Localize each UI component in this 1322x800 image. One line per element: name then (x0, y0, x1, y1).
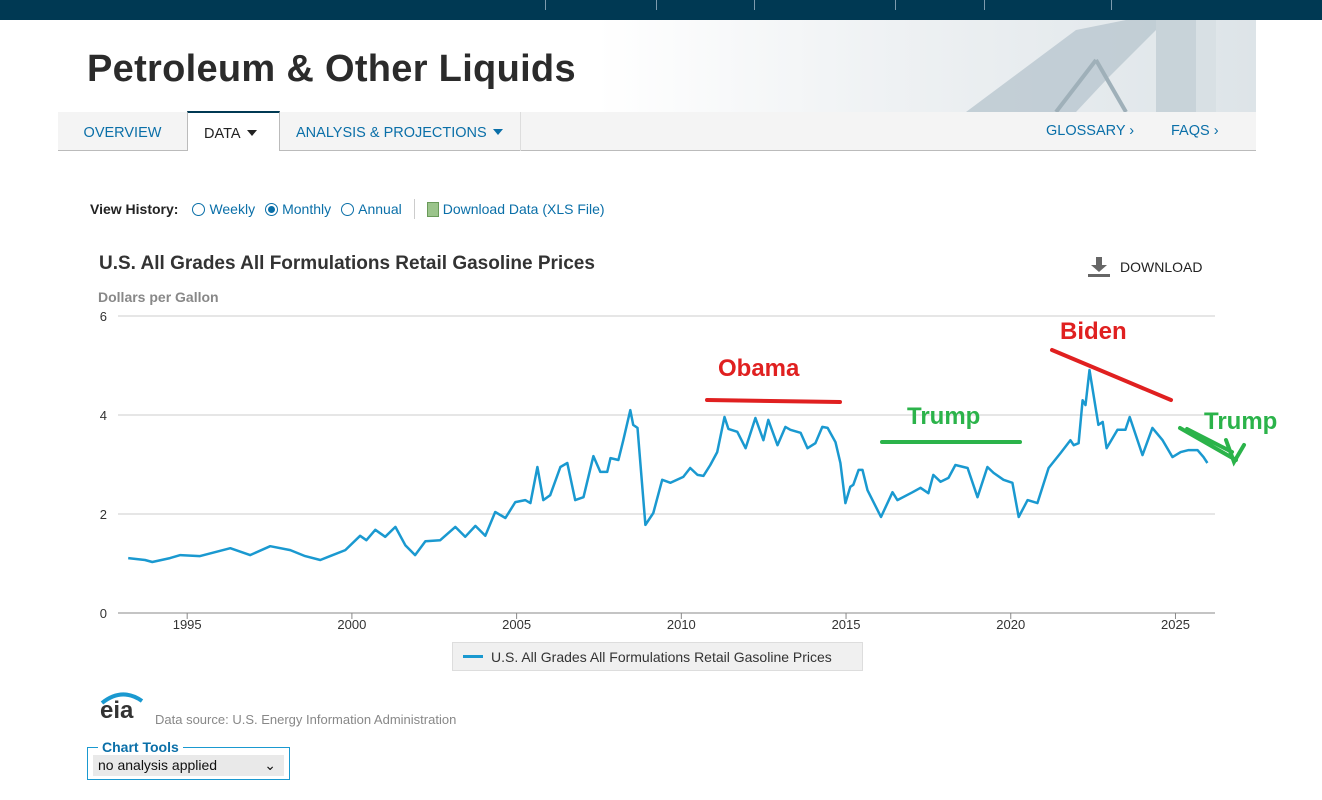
annotation-biden: Biden (1060, 318, 1127, 345)
annotation-trump-second: Trump (1204, 408, 1278, 435)
faqs-link[interactable]: FAQS › (1171, 123, 1219, 139)
glossary-link[interactable]: GLOSSARY › (1046, 123, 1135, 139)
nav-separator (754, 0, 755, 10)
radio-label[interactable]: Monthly (282, 201, 332, 217)
annotation-obama: Obama (718, 355, 800, 382)
y-tick-label: 0 (100, 606, 107, 621)
legend-label: U.S. All Grades All Formulations Retail … (491, 648, 832, 665)
divider (413, 199, 415, 219)
legend-swatch (463, 655, 483, 658)
nav-separator (984, 0, 985, 10)
obama-underline (705, 398, 842, 404)
section-tabs: OVERVIEW DATA ANALYSIS & PROJECTIONS GLO… (58, 111, 1256, 151)
view-history: View History: Weekly Monthly Annual Down… (90, 199, 605, 219)
tab-overview[interactable]: OVERVIEW (58, 112, 188, 151)
radio-weekly[interactable] (192, 202, 206, 216)
y-axis-label: Dollars per Gallon (98, 289, 219, 305)
caret-down-icon (246, 130, 257, 136)
series-line (128, 368, 1209, 564)
data-source: Data source: U.S. Energy Information Adm… (155, 712, 457, 727)
y-tick-label: 4 (100, 408, 107, 423)
spreadsheet-icon (426, 201, 439, 217)
radio-label[interactable]: Weekly (209, 201, 256, 217)
nav-separator (545, 0, 546, 10)
tab-label: ANALYSIS & PROJECTIONS (296, 125, 487, 141)
download-data-link[interactable]: Download Data (XLS File) (442, 201, 605, 217)
x-tick-label: 2005 (502, 617, 531, 632)
radio-annual[interactable] (341, 202, 355, 216)
tab-label: OVERVIEW (83, 125, 162, 141)
chart-title: U.S. All Grades All Formulations Retail … (99, 253, 595, 274)
top-navigation-bar (0, 0, 1322, 20)
eia-logo: eia (100, 692, 144, 725)
view-history-label: View History: (90, 201, 179, 217)
oil-pump-illustration (966, 20, 1216, 112)
chart-tools: Chart Tools no analysis applied ⌄ (87, 739, 290, 780)
chart-tools-label: Chart Tools (98, 739, 183, 755)
chevron-down-icon: ⌄ (264, 757, 276, 773)
page-banner: Petroleum & Other Liquids (58, 20, 1256, 112)
radio-monthly[interactable] (265, 202, 279, 216)
y-tick-label: 6 (100, 309, 107, 324)
nav-separator (1111, 0, 1112, 10)
x-tick-label: 2010 (667, 617, 696, 632)
tab-data[interactable]: DATA (187, 111, 280, 151)
x-tick-label: 1995 (173, 617, 202, 632)
down-arrow-icon (1178, 426, 1246, 467)
radio-label[interactable]: Annual (358, 201, 402, 217)
nav-separator (656, 0, 657, 10)
line-chart: 0 2 4 6 1995 2000 2005 2010 2015 2020 2025 (100, 309, 1246, 632)
annotation-trump-first: Trump (907, 403, 981, 430)
chart-legend[interactable]: U.S. All Grades All Formulations Retail … (452, 642, 863, 671)
download-icon (1088, 257, 1110, 277)
x-tick-label: 2015 (832, 617, 861, 632)
select-value: no analysis applied (98, 757, 218, 773)
x-tick-label: 2020 (996, 617, 1025, 632)
x-tick-label: 2025 (1161, 617, 1190, 632)
biden-trend-line (1050, 348, 1173, 402)
caret-down-icon (492, 129, 503, 135)
nav-separator (895, 0, 896, 10)
download-label: DOWNLOAD (1120, 259, 1203, 275)
tab-label: DATA (204, 126, 241, 142)
tab-analysis-projections[interactable]: ANALYSIS & PROJECTIONS (280, 112, 521, 151)
analysis-select[interactable]: no analysis applied ⌄ (93, 755, 284, 776)
y-tick-label: 2 (100, 507, 107, 522)
x-tick-label: 2000 (337, 617, 366, 632)
download-button[interactable]: DOWNLOAD (1088, 257, 1202, 277)
page-title: Petroleum & Other Liquids (87, 48, 576, 90)
